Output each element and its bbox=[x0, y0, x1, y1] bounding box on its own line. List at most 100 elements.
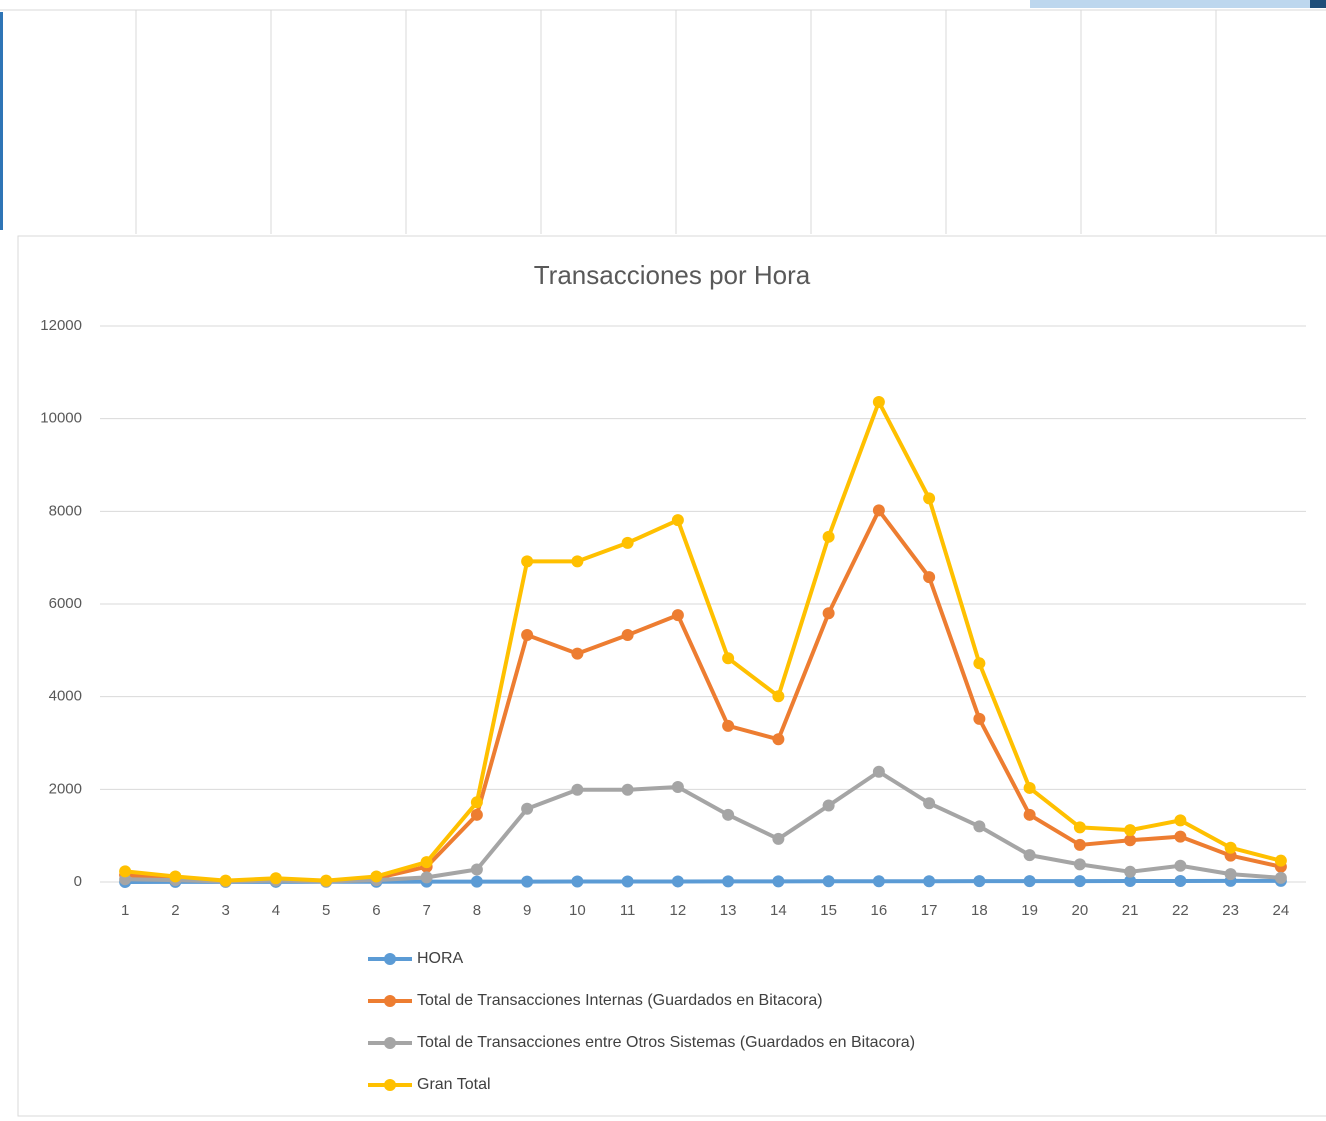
x-tick-label: 10 bbox=[569, 902, 586, 919]
point bbox=[119, 865, 132, 878]
point bbox=[973, 712, 986, 725]
point bbox=[923, 875, 936, 888]
legend-swatch bbox=[384, 1037, 396, 1049]
point bbox=[420, 856, 433, 869]
point bbox=[722, 875, 735, 888]
header-shape bbox=[1310, 0, 1326, 8]
x-tick-label: 14 bbox=[770, 902, 787, 919]
point bbox=[973, 875, 986, 888]
x-tick-label: 15 bbox=[820, 902, 837, 919]
legend-swatch bbox=[384, 995, 396, 1007]
point bbox=[822, 875, 835, 888]
x-tick-label: 18 bbox=[971, 902, 988, 919]
point bbox=[521, 629, 534, 642]
point bbox=[169, 870, 182, 883]
x-tick-label: 22 bbox=[1172, 902, 1189, 919]
x-tick-label: 4 bbox=[272, 902, 280, 919]
point bbox=[1023, 849, 1036, 862]
x-tick-label: 12 bbox=[670, 902, 687, 919]
spreadsheet-grid bbox=[0, 9, 1326, 234]
header-shape bbox=[1030, 0, 1310, 8]
point bbox=[973, 657, 986, 670]
point bbox=[1274, 871, 1287, 884]
point bbox=[470, 875, 483, 888]
point bbox=[872, 395, 885, 408]
y-tick-label: 6000 bbox=[49, 595, 82, 612]
point bbox=[923, 571, 936, 584]
point bbox=[872, 765, 885, 778]
point bbox=[1073, 821, 1086, 834]
x-tick-label: 17 bbox=[921, 902, 938, 919]
chart-title: Transacciones por Hora bbox=[534, 260, 811, 290]
point bbox=[923, 797, 936, 810]
series-line bbox=[124, 399, 1282, 883]
point bbox=[1073, 858, 1086, 871]
y-tick-label: 12000 bbox=[40, 317, 82, 334]
point bbox=[1023, 781, 1036, 794]
point bbox=[1124, 824, 1137, 837]
x-tick-label: 5 bbox=[322, 902, 330, 919]
chart-area bbox=[17, 235, 1326, 1117]
y-tick-label: 0 bbox=[74, 873, 82, 890]
y-tick-label: 4000 bbox=[49, 688, 82, 705]
point bbox=[621, 629, 634, 642]
point bbox=[722, 719, 735, 732]
point bbox=[772, 733, 785, 746]
point bbox=[621, 783, 634, 796]
point bbox=[671, 781, 684, 794]
point bbox=[722, 652, 735, 665]
point bbox=[1023, 808, 1036, 821]
point bbox=[1073, 838, 1086, 851]
point bbox=[1174, 814, 1187, 827]
point bbox=[1124, 834, 1137, 847]
point bbox=[1224, 868, 1237, 881]
point bbox=[320, 874, 333, 887]
x-tick-label: 11 bbox=[620, 902, 636, 919]
point bbox=[822, 607, 835, 620]
point bbox=[671, 609, 684, 622]
point bbox=[571, 555, 584, 568]
x-tick-label: 1 bbox=[121, 902, 129, 919]
point bbox=[521, 555, 534, 568]
y-tick-label: 10000 bbox=[40, 410, 82, 427]
legend-label: HORA bbox=[417, 950, 464, 967]
point bbox=[1174, 874, 1187, 887]
point bbox=[1174, 830, 1187, 843]
point bbox=[671, 875, 684, 888]
point bbox=[571, 647, 584, 660]
point bbox=[1023, 875, 1036, 888]
x-tick-label: 7 bbox=[422, 902, 430, 919]
point bbox=[521, 875, 534, 888]
x-tick-label: 19 bbox=[1021, 902, 1038, 919]
x-tick-label: 24 bbox=[1273, 902, 1290, 919]
point bbox=[470, 796, 483, 809]
point bbox=[973, 820, 986, 833]
point bbox=[370, 870, 383, 883]
y-tick-label: 2000 bbox=[49, 780, 82, 797]
point bbox=[1174, 859, 1187, 872]
point bbox=[772, 690, 785, 703]
point bbox=[571, 783, 584, 796]
x-tick-label: 8 bbox=[473, 902, 481, 919]
point bbox=[923, 492, 936, 505]
legend-swatch bbox=[384, 953, 396, 965]
point bbox=[1224, 841, 1237, 854]
point bbox=[1274, 854, 1287, 867]
point bbox=[521, 802, 534, 815]
point bbox=[822, 799, 835, 812]
point bbox=[722, 808, 735, 821]
x-tick-label: 21 bbox=[1122, 902, 1139, 919]
legend-label: Gran Total bbox=[417, 1076, 491, 1093]
point bbox=[470, 863, 483, 876]
point bbox=[1124, 875, 1137, 888]
x-tick-label: 3 bbox=[221, 902, 229, 919]
point bbox=[621, 875, 634, 888]
point bbox=[772, 875, 785, 888]
point bbox=[671, 514, 684, 527]
point bbox=[1124, 865, 1137, 878]
x-tick-label: 20 bbox=[1072, 902, 1089, 919]
x-tick-label: 23 bbox=[1222, 902, 1239, 919]
x-tick-label: 16 bbox=[871, 902, 888, 919]
x-tick-label: 6 bbox=[372, 902, 380, 919]
